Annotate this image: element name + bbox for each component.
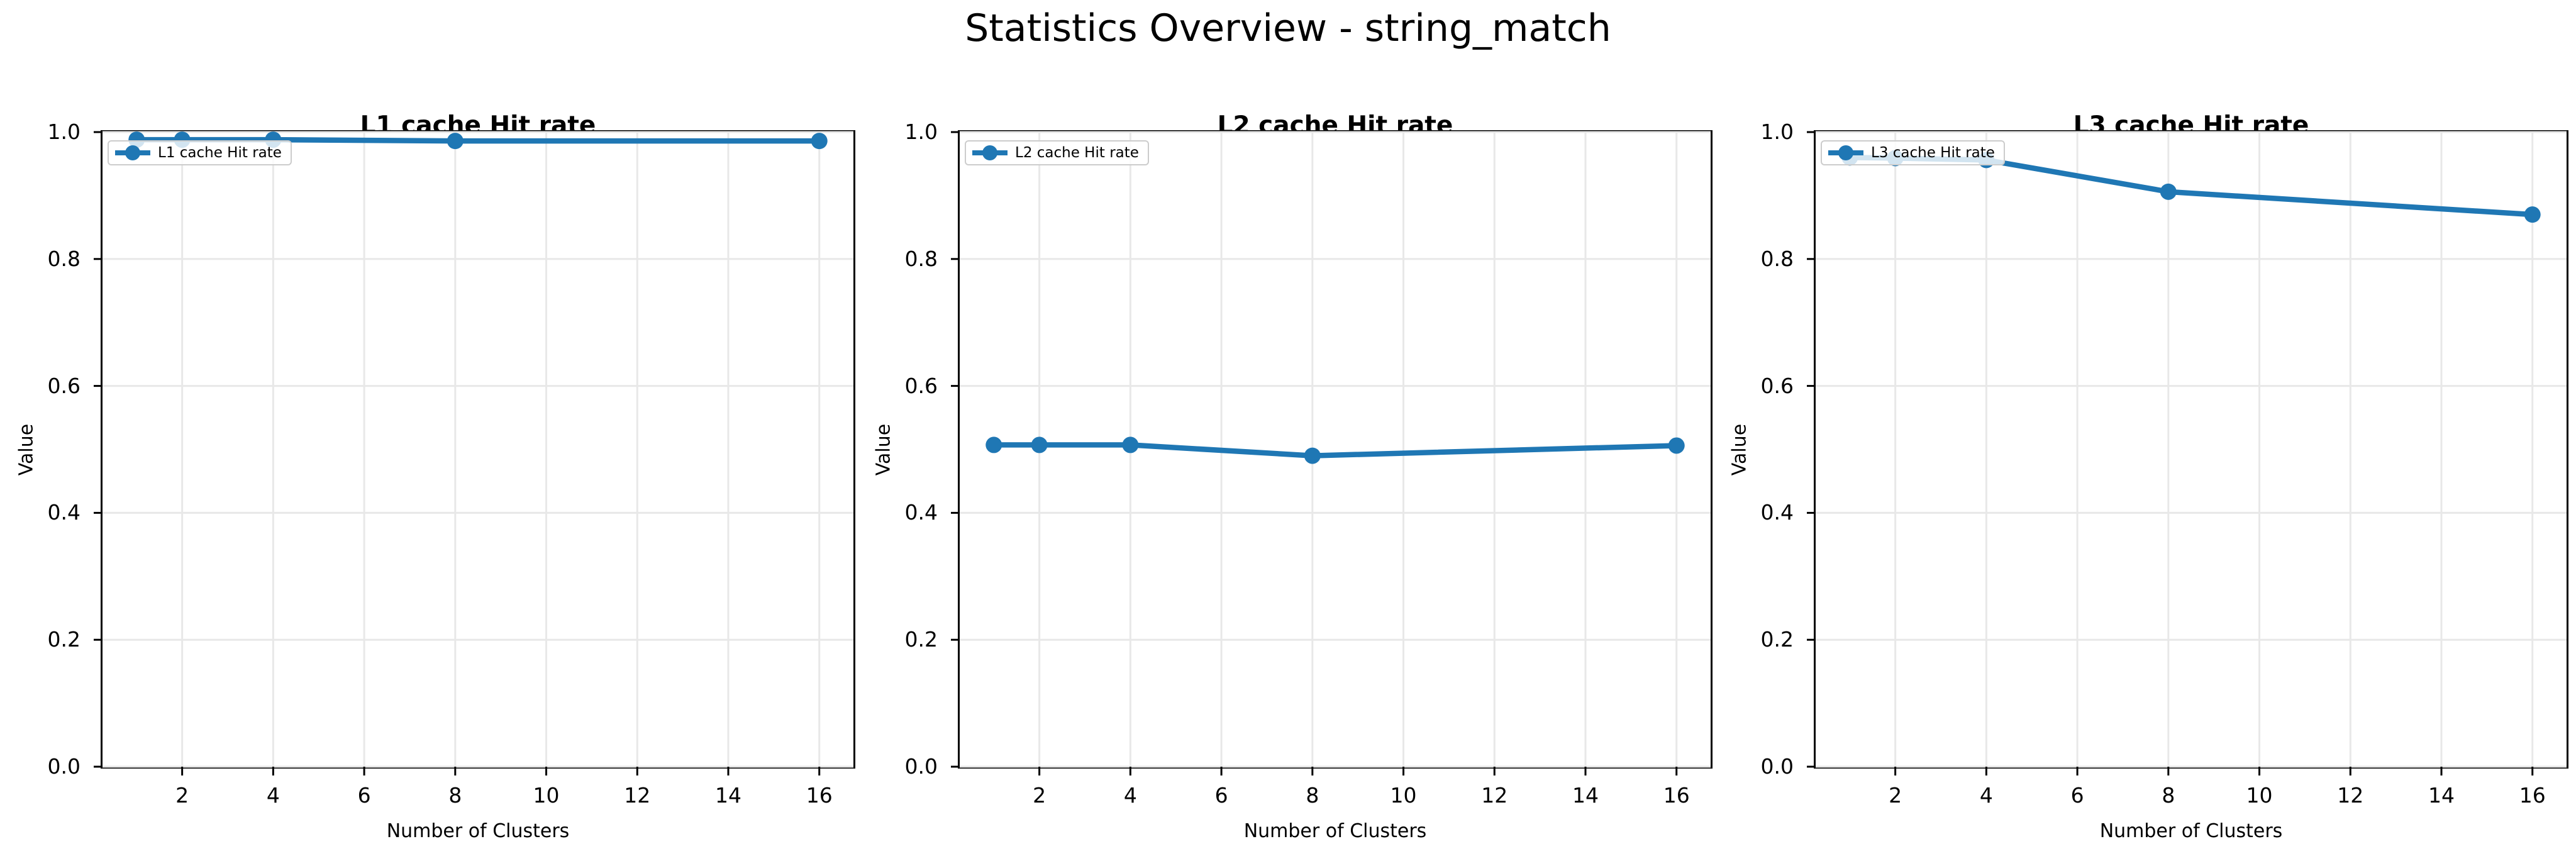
- x-tick-label: 2: [1033, 783, 1046, 808]
- data-point: [447, 133, 464, 150]
- x-tick-label: 10: [1390, 783, 1417, 808]
- y-tick-label: 1.0: [1760, 120, 1794, 144]
- plot-area: 2 4 6 8 10 12 14 16 0.0 0.2 0.4 0.6 0.8 1.0 L3 cache H…: [1761, 120, 2568, 808]
- x-tick-label: 2: [1889, 783, 1902, 808]
- y-tick-label: 0.0: [47, 754, 80, 779]
- y-tick-label: 0.8: [1760, 246, 1794, 271]
- data-point: [2524, 206, 2541, 223]
- x-tick-label: 10: [533, 783, 560, 808]
- legend-line-marker-sample: [1828, 144, 1863, 162]
- y-tick-label: 0.6: [1760, 373, 1794, 398]
- data-point: [1668, 437, 1685, 454]
- chart-canvas: [94, 131, 853, 775]
- y-tick-label: 1.0: [904, 120, 938, 144]
- y-tick-label: 0.4: [1760, 500, 1794, 525]
- plot-area: 2 4 6 8 10 12 14 16 0.0 0.2 0.4 0.6 0.8 1.0 L2 cache H…: [905, 120, 1713, 808]
- x-tick-label: 6: [357, 783, 371, 808]
- data-point: [2160, 183, 2177, 200]
- y-tick-label: 0.0: [904, 754, 938, 779]
- x-tick-label: 12: [624, 783, 651, 808]
- y-axis-label: Value: [15, 423, 38, 475]
- y-tick-label: 0.2: [1760, 627, 1794, 652]
- y-tick-label: 0.4: [904, 500, 938, 525]
- legend: L2 cache Hit rate: [965, 140, 1149, 165]
- y-tick-label: 1.0: [47, 120, 80, 144]
- chart-canvas: [1807, 131, 2567, 775]
- legend-label: L2 cache Hit rate: [1015, 145, 1139, 161]
- x-tick-label: 12: [1481, 783, 1508, 808]
- legend-line-marker-sample: [115, 144, 150, 162]
- x-axis-label: Number of Clusters: [386, 820, 570, 842]
- x-tick-label: 4: [266, 783, 280, 808]
- x-tick-label: 10: [2246, 783, 2273, 808]
- legend-line-marker-sample: [972, 144, 1008, 162]
- figure-title: Statistics Overview - string_match: [965, 6, 1611, 50]
- x-tick-label: 4: [1979, 783, 1993, 808]
- x-tick-label: 16: [1663, 783, 1690, 808]
- y-tick-label: 0.2: [904, 627, 938, 652]
- x-tick-label: 12: [2337, 783, 2364, 808]
- data-line: [1850, 155, 2533, 218]
- y-axis-label: Value: [872, 423, 895, 475]
- x-tick-label: 16: [806, 783, 833, 808]
- x-tick-label: 14: [715, 783, 741, 808]
- data-line: [994, 442, 1677, 459]
- x-tick-label: 2: [175, 783, 189, 808]
- subplot-l3-cache-hit-rate: L3 cache Hit rate 2 4 6 8 10 12 14 16 0.0 0.2 0.4 0…: [1729, 111, 2568, 842]
- x-tick-label: 6: [1214, 783, 1228, 808]
- x-tick-label: 14: [1572, 783, 1599, 808]
- y-tick-label: 0.2: [47, 627, 80, 652]
- y-tick-label: 0.0: [1760, 754, 1794, 779]
- legend: L3 cache Hit rate: [1821, 140, 2005, 165]
- plot-area: 2 4 6 8 10 12 14 16 0.0 0.2 0.4 0.6 0.8 1.0 L1 cache H…: [48, 120, 855, 808]
- y-tick-label: 0.8: [904, 246, 938, 271]
- x-tick-label: 16: [2519, 783, 2546, 808]
- data-point: [1304, 447, 1321, 464]
- chart-canvas: [951, 131, 1711, 775]
- data-point: [811, 133, 828, 150]
- x-tick-label: 4: [1123, 783, 1137, 808]
- x-axis-label: Number of Clusters: [1243, 820, 1427, 842]
- x-tick-label: 8: [1306, 783, 1319, 808]
- x-tick-label: 6: [2070, 783, 2084, 808]
- y-axis-label: Value: [1728, 423, 1751, 475]
- y-tick-label: 0.4: [47, 500, 80, 525]
- subplot-l2-cache-hit-rate: L2 cache Hit rate 2 4 6 8 10 12 14 16 0.0 0.2 0.4 0…: [873, 111, 1713, 842]
- legend-label: L1 cache Hit rate: [158, 145, 282, 161]
- data-point: [985, 436, 1002, 453]
- data-point: [1122, 436, 1139, 453]
- x-tick-label: 8: [2162, 783, 2175, 808]
- x-tick-label: 14: [2428, 783, 2455, 808]
- legend-label: L3 cache Hit rate: [1871, 145, 1995, 161]
- x-tick-label: 8: [448, 783, 462, 808]
- subplot-l1-cache-hit-rate: L1 cache Hit rate 2 4 6 8 10 12 14 16 0.0 0.2 0.4 0…: [16, 111, 855, 842]
- x-axis-label: Number of Clusters: [2099, 820, 2283, 842]
- data-point: [1031, 436, 1048, 453]
- y-tick-label: 0.6: [904, 373, 938, 398]
- y-tick-label: 0.6: [47, 373, 80, 398]
- legend: L1 cache Hit rate: [108, 140, 292, 165]
- y-tick-label: 0.8: [47, 246, 80, 271]
